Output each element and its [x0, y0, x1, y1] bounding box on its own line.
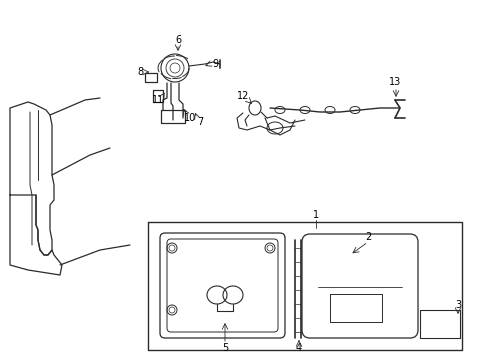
Text: 9: 9 — [211, 59, 218, 69]
Text: 2: 2 — [364, 232, 370, 242]
Text: 11: 11 — [152, 95, 164, 105]
Text: 12: 12 — [236, 91, 249, 101]
Text: 3: 3 — [454, 300, 460, 310]
Text: 4: 4 — [295, 343, 302, 353]
Text: 8: 8 — [137, 67, 143, 77]
Text: 13: 13 — [388, 77, 400, 87]
Text: 6: 6 — [175, 35, 181, 45]
Text: 7: 7 — [197, 117, 203, 127]
Text: 10: 10 — [183, 113, 196, 123]
Text: 5: 5 — [222, 343, 228, 353]
Text: 1: 1 — [312, 210, 318, 220]
